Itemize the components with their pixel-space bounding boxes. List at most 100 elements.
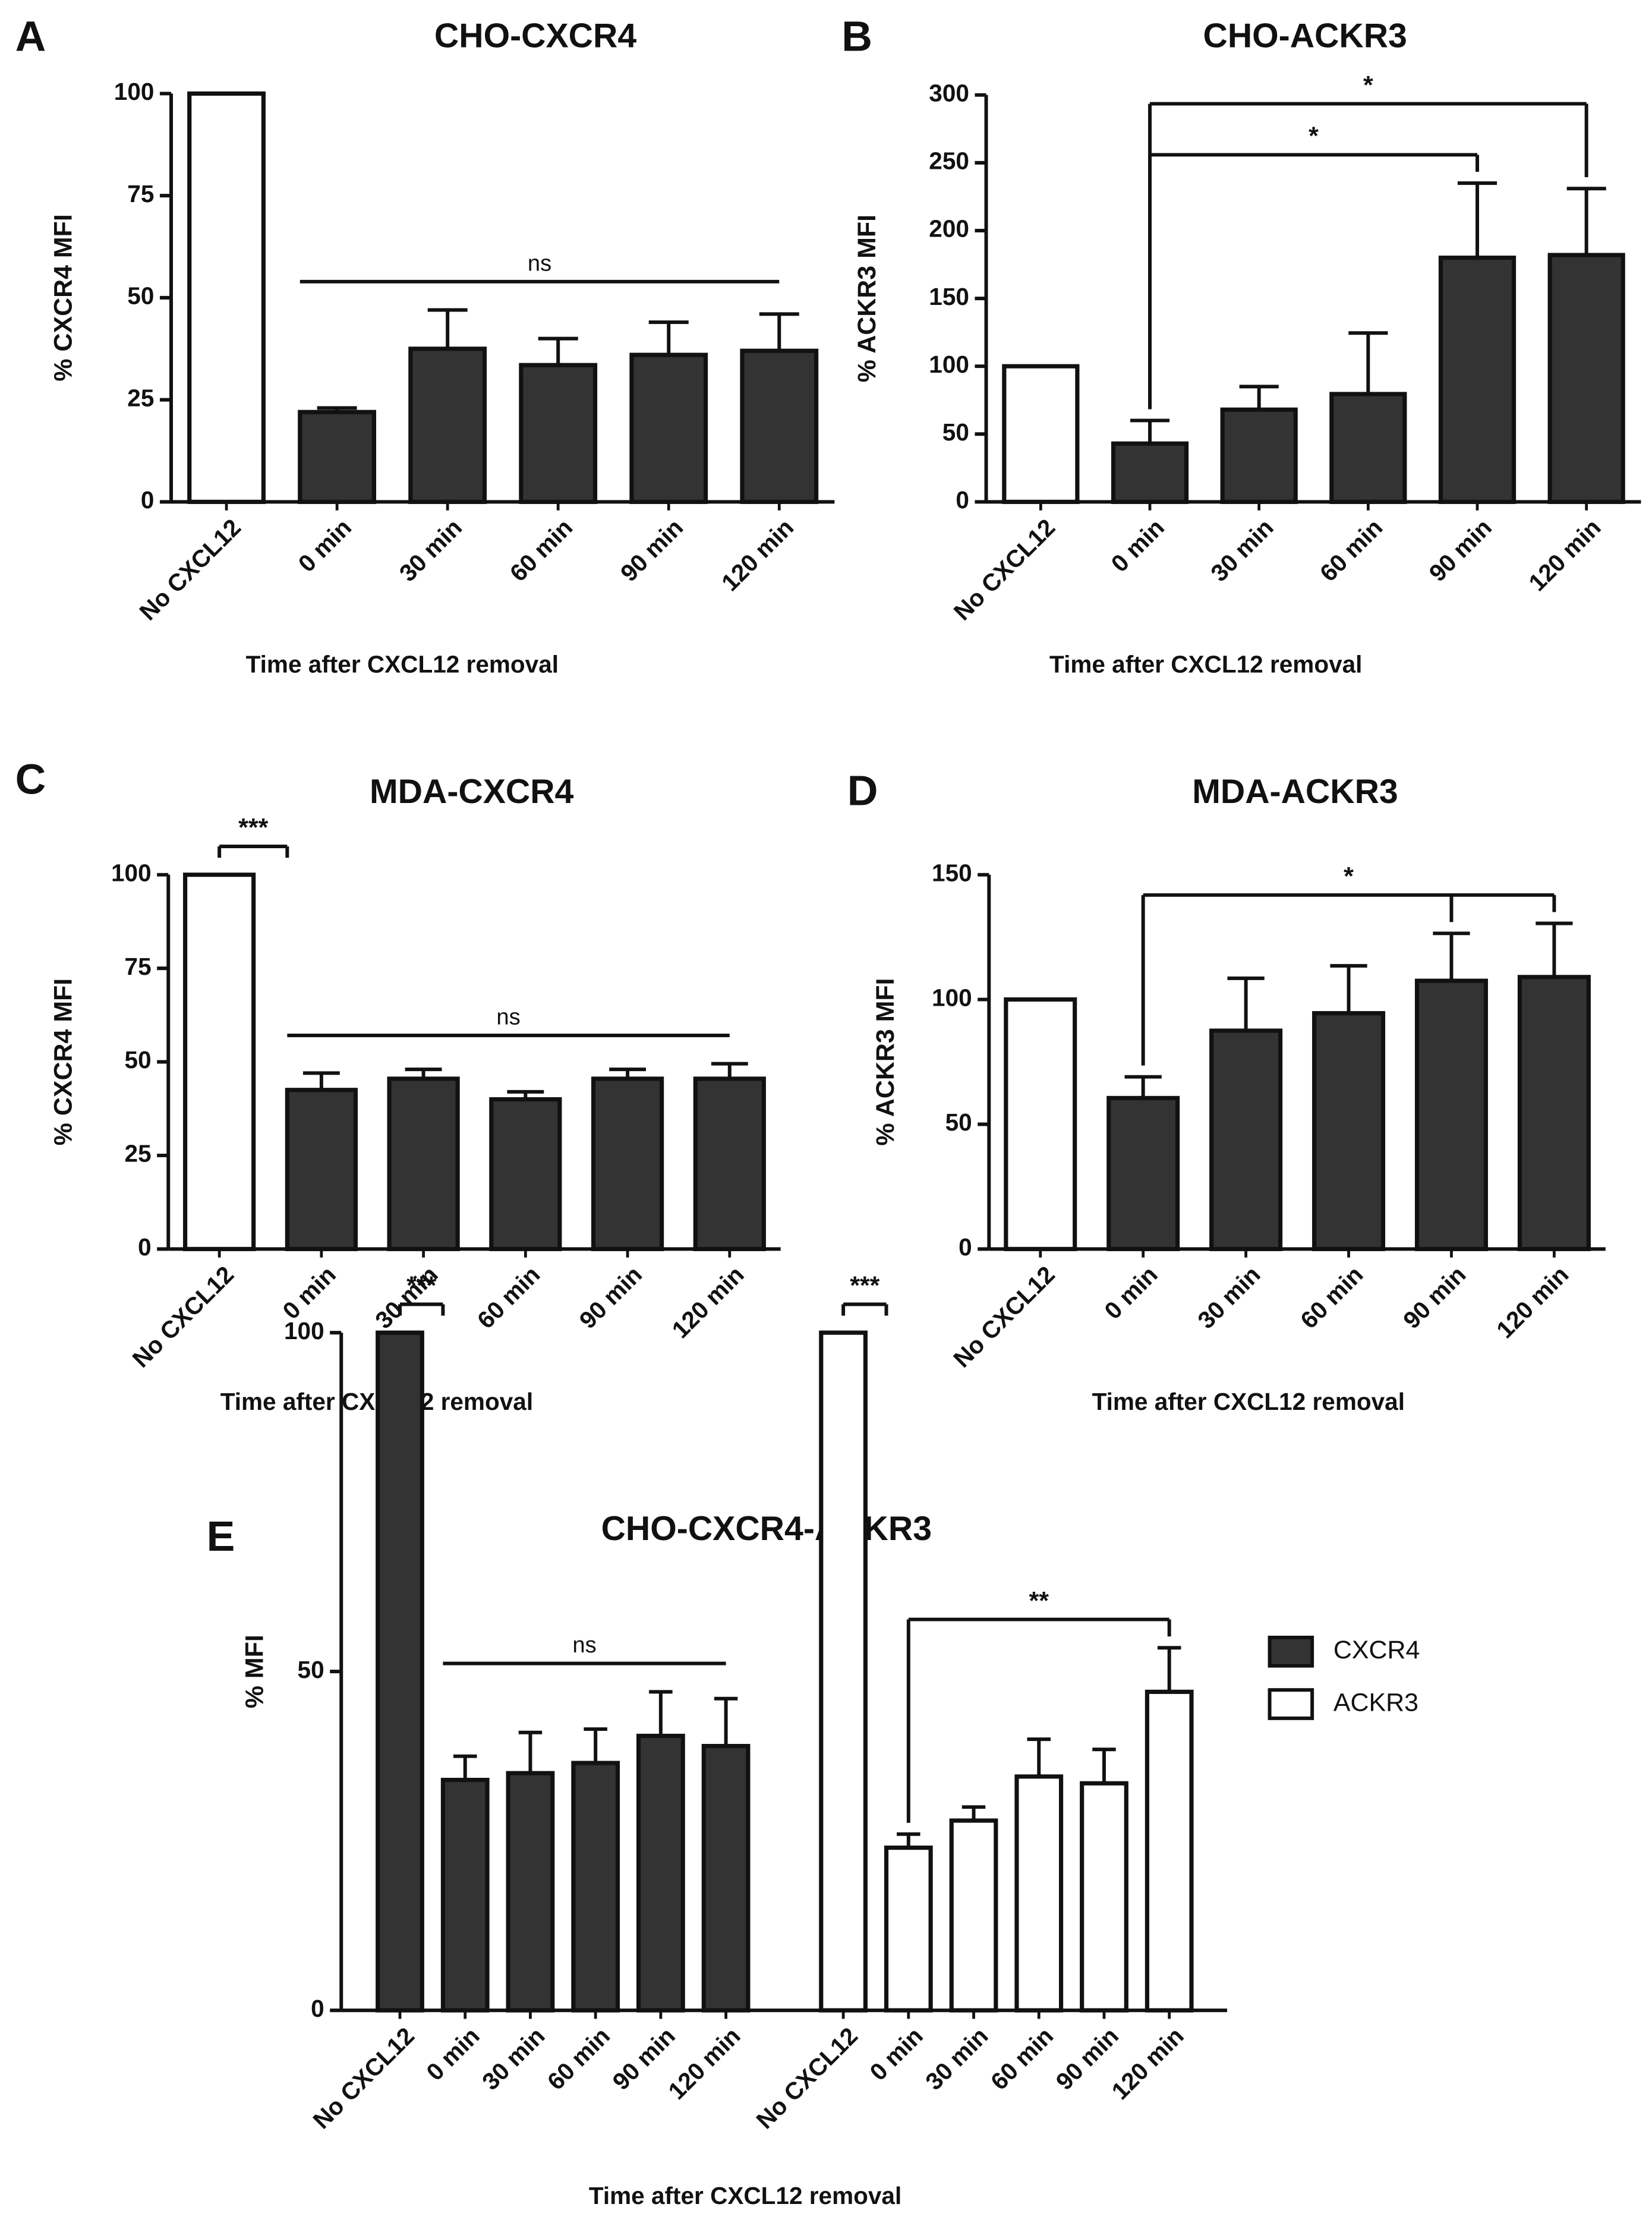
y-axis-label: % MFI — [240, 1635, 269, 1708]
bar — [408, 347, 487, 504]
x-tick-label: 0 min — [293, 514, 357, 577]
bar — [187, 91, 266, 504]
x-tick-label: 90 min — [574, 1261, 647, 1334]
y-tick-label: 0 — [959, 1233, 972, 1261]
chart-title: CHO-ACKR3 — [1203, 17, 1407, 55]
bar — [740, 348, 819, 504]
y-tick-label: 50 — [125, 1046, 152, 1073]
y-tick-label: 75 — [125, 953, 152, 980]
x-tick-label: 90 min — [1424, 514, 1497, 587]
y-tick-label: 100 — [932, 984, 972, 1011]
panel-letter: A — [15, 13, 46, 61]
x-tick-label: No CXCL12 — [751, 2022, 863, 2134]
bar — [489, 1097, 562, 1251]
bar — [1220, 407, 1298, 504]
x-tick-label: 90 min — [615, 514, 688, 587]
chart-title: CHO-CXCR4 — [434, 17, 636, 55]
x-tick-label: 60 min — [1314, 514, 1388, 587]
bar — [1014, 1774, 1064, 2013]
x-tick-label: 30 min — [1205, 514, 1278, 587]
bar — [1312, 1011, 1386, 1251]
y-tick-label: 75 — [127, 180, 154, 207]
x-tick-label: 60 min — [1295, 1261, 1368, 1334]
bar — [949, 1818, 998, 2013]
y-tick-label: 50 — [945, 1109, 972, 1136]
significance-label: ** — [1029, 1586, 1049, 1615]
bar — [1106, 1095, 1180, 1251]
y-axis-label: % ACKR3 MFI — [853, 215, 881, 382]
significance-label: ns — [496, 1004, 520, 1029]
x-tick-label: No CXCL12 — [948, 1261, 1060, 1373]
bar — [519, 363, 598, 504]
x-tick-label: 60 min — [542, 2022, 615, 2095]
y-tick-label: 0 — [956, 486, 969, 514]
bar — [387, 1076, 460, 1251]
x-tick-label: 0 min — [1099, 1261, 1162, 1324]
bar — [1438, 256, 1517, 504]
x-tick-label: 0 min — [864, 2022, 928, 2086]
panel-letter: B — [841, 13, 872, 61]
y-tick-label: 50 — [298, 1656, 324, 1683]
y-tick-label: 50 — [942, 418, 969, 446]
bar — [591, 1076, 664, 1251]
bar — [506, 1771, 555, 2013]
bar — [376, 1330, 424, 2013]
y-tick-label: 100 — [114, 78, 155, 105]
bar — [701, 1743, 751, 2013]
x-tick-label: 30 min — [1192, 1261, 1265, 1334]
y-tick-label: 150 — [932, 859, 972, 886]
bar — [1329, 392, 1407, 504]
chart-title: CHO-CXCR4-ACKR3 — [601, 1510, 932, 1548]
panel-letter: E — [207, 1513, 235, 1560]
bar — [1002, 364, 1080, 504]
bar — [636, 1733, 685, 2013]
panel-letter: C — [15, 756, 46, 804]
y-tick-label: 50 — [127, 282, 154, 310]
bar — [298, 410, 377, 504]
bar — [693, 1076, 766, 1251]
bar — [571, 1761, 620, 2013]
significance-label: *** — [238, 814, 268, 842]
chart-title: MDA-ACKR3 — [1192, 773, 1398, 811]
x-tick-label: 60 min — [985, 2022, 1058, 2095]
x-axis-label: Time after CXCL12 removal — [1092, 1388, 1405, 1415]
legend-swatch — [1268, 1635, 1314, 1668]
bar — [1209, 1028, 1283, 1251]
bar — [1080, 1781, 1128, 2013]
legend-swatch — [1268, 1688, 1314, 1720]
x-axis-label: Time after CXCL12 removal — [246, 651, 559, 678]
y-tick-label: 200 — [929, 215, 969, 243]
x-tick-label: 120 min — [716, 514, 799, 596]
y-tick-label: 300 — [929, 80, 969, 107]
legend-label: CXCR4 — [1333, 1636, 1420, 1664]
y-axis-label: % CXCR4 MFI — [49, 978, 77, 1145]
x-tick-label: 120 min — [1523, 514, 1606, 596]
x-tick-label: 60 min — [472, 1261, 545, 1334]
y-tick-label: 0 — [138, 1233, 152, 1261]
bar — [1004, 997, 1077, 1251]
y-tick-label: 100 — [284, 1317, 324, 1344]
x-tick-label: No CXCL12 — [948, 514, 1061, 626]
bar — [1145, 1689, 1194, 2013]
bar — [1414, 978, 1488, 1251]
x-tick-label: 0 min — [1106, 514, 1169, 577]
significance-label: *** — [406, 1271, 436, 1300]
significance-label: ns — [528, 250, 551, 276]
bar — [1547, 253, 1625, 504]
panel-letter: D — [847, 767, 878, 815]
significance-label: * — [1309, 122, 1319, 150]
bar — [884, 1846, 933, 2013]
y-axis-label: % CXCR4 MFI — [49, 214, 77, 381]
bar — [819, 1330, 868, 2013]
significance-label: ns — [572, 1632, 596, 1658]
significance-label: * — [1344, 862, 1354, 891]
y-tick-label: 25 — [127, 384, 154, 411]
y-tick-label: 100 — [929, 351, 969, 378]
y-tick-label: 25 — [125, 1140, 152, 1167]
y-tick-label: 0 — [141, 486, 155, 514]
x-tick-label: No CXCL12 — [134, 514, 246, 626]
bar — [285, 1088, 358, 1251]
x-tick-label: 120 min — [663, 2022, 745, 2105]
